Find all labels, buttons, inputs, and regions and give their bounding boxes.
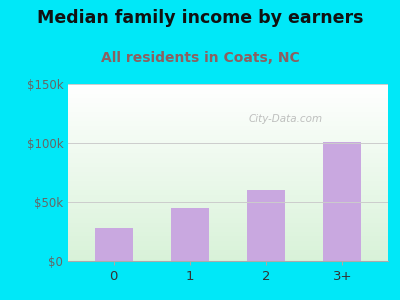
Bar [95,228,133,261]
Bar [323,142,361,261]
Text: City-Data.com: City-Data.com [248,114,323,124]
Bar [247,190,285,261]
Text: All residents in Coats, NC: All residents in Coats, NC [101,51,299,65]
Bar [171,208,209,261]
Text: Median family income by earners: Median family income by earners [37,9,363,27]
